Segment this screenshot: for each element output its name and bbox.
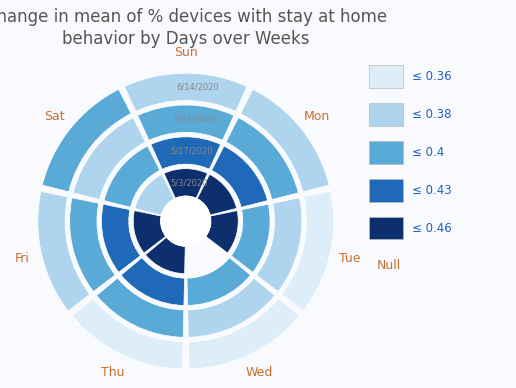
Text: Tue: Tue: [339, 252, 361, 265]
Bar: [240, 89, 329, 192]
Bar: [187, 258, 250, 305]
Text: 6/14/2020: 6/14/2020: [176, 83, 219, 92]
Text: Sun: Sun: [174, 47, 198, 59]
FancyBboxPatch shape: [369, 103, 403, 126]
Bar: [38, 191, 90, 311]
Bar: [72, 298, 183, 369]
Bar: [102, 204, 140, 272]
Bar: [42, 89, 131, 192]
Bar: [104, 146, 160, 207]
Text: Sat: Sat: [44, 110, 64, 123]
Bar: [282, 191, 334, 311]
Bar: [96, 278, 184, 337]
Bar: [197, 174, 237, 215]
Bar: [133, 211, 166, 253]
Text: Change in mean of % devices with stay at home
behavior by Days over Weeks: Change in mean of % devices with stay at…: [0, 8, 387, 48]
Text: Null: Null: [377, 260, 401, 272]
Text: 5/31/2020: 5/31/2020: [173, 114, 216, 124]
Bar: [124, 73, 247, 111]
Text: 5/3/2020: 5/3/2020: [170, 178, 208, 187]
Text: Fri: Fri: [14, 252, 29, 265]
Text: ≤ 0.46: ≤ 0.46: [412, 222, 452, 235]
Bar: [231, 204, 270, 272]
Text: ≤ 0.38: ≤ 0.38: [412, 108, 452, 121]
Bar: [138, 105, 234, 140]
Bar: [146, 237, 185, 274]
Bar: [226, 118, 298, 199]
Polygon shape: [161, 197, 211, 246]
FancyBboxPatch shape: [369, 217, 403, 239]
Text: ≤ 0.4: ≤ 0.4: [412, 146, 444, 159]
Bar: [212, 146, 267, 207]
Text: ≤ 0.36: ≤ 0.36: [412, 70, 452, 83]
Bar: [73, 118, 146, 199]
Bar: [70, 198, 115, 291]
Text: Mon: Mon: [304, 110, 330, 123]
FancyBboxPatch shape: [369, 141, 403, 164]
Bar: [206, 211, 238, 253]
Bar: [121, 258, 185, 305]
Text: Thu: Thu: [101, 366, 124, 379]
FancyBboxPatch shape: [369, 66, 403, 88]
Bar: [135, 174, 174, 215]
Bar: [151, 137, 221, 169]
Text: 5/17/2020: 5/17/2020: [171, 146, 213, 155]
FancyBboxPatch shape: [369, 179, 403, 202]
Bar: [256, 198, 302, 291]
Text: ≤ 0.43: ≤ 0.43: [412, 184, 452, 197]
Text: Wed: Wed: [245, 366, 272, 379]
Bar: [164, 169, 207, 198]
Bar: [188, 298, 299, 369]
Bar: [188, 278, 275, 337]
